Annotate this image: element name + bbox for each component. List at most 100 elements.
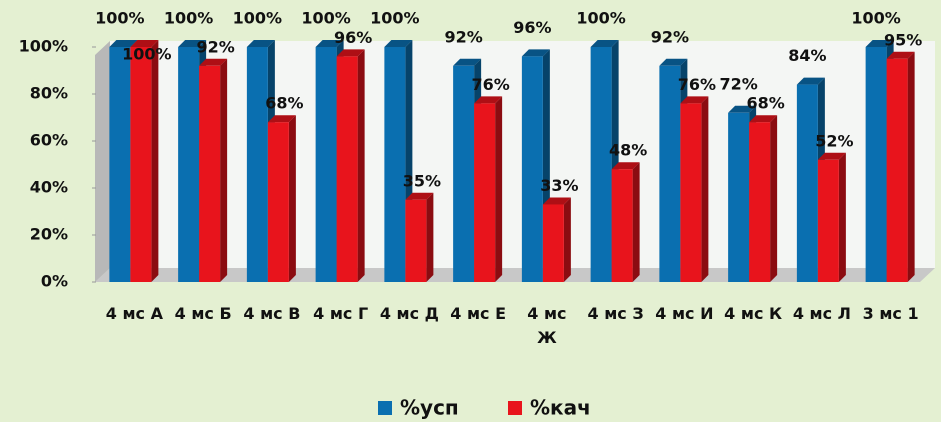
data-label: 96%	[513, 18, 551, 37]
bar-side	[220, 58, 228, 282]
side-wall	[95, 41, 110, 282]
bar	[865, 47, 887, 282]
bar-top	[886, 51, 915, 59]
x-tick-label: 4 мс А	[105, 304, 163, 323]
y-tick-label: 80%	[30, 84, 68, 103]
bar	[336, 56, 358, 283]
bar-side	[563, 197, 571, 282]
bar	[267, 122, 289, 282]
bar	[542, 204, 564, 282]
bar-side	[151, 40, 159, 282]
data-label: 33%	[540, 176, 578, 195]
data-label: 92%	[444, 27, 482, 46]
bar	[886, 58, 908, 282]
bar	[796, 84, 818, 282]
bar	[659, 65, 681, 282]
y-tick-label: 100%	[19, 37, 68, 56]
bar	[199, 65, 221, 282]
data-label: 95%	[884, 30, 922, 49]
bar-side	[838, 152, 846, 282]
bar-side	[495, 96, 503, 283]
bar-side	[426, 192, 434, 282]
y-tick-label: 60%	[30, 131, 68, 150]
bar-top	[521, 49, 550, 57]
bar-top	[109, 40, 138, 47]
y-tick-label: 0%	[41, 272, 68, 291]
x-tick-label: 4 мс И	[655, 304, 714, 323]
data-label: 72%	[719, 74, 757, 93]
x-tick-label: 4 мс Л	[792, 304, 851, 323]
data-label: 100%	[164, 9, 213, 28]
bar-side	[632, 162, 640, 282]
bar-top	[474, 96, 503, 104]
bar-top	[817, 152, 846, 160]
bar	[749, 122, 771, 282]
bar-top	[178, 40, 207, 47]
bar	[817, 159, 839, 282]
legend-swatch	[378, 401, 392, 415]
legend-label: %усп	[400, 396, 459, 420]
bar-top	[590, 40, 619, 47]
bar-side	[288, 115, 296, 282]
bar	[521, 56, 543, 283]
data-label: 84%	[788, 46, 826, 65]
bar-side	[907, 51, 915, 282]
y-tick-label: 20%	[30, 225, 68, 244]
bar	[590, 47, 612, 282]
x-tick-label: 4 мс З	[587, 304, 644, 323]
legend-label: %кач	[530, 396, 591, 420]
x-tick-label: 4 мс Д	[379, 304, 439, 323]
data-label: 100%	[851, 9, 900, 28]
bar-top	[130, 40, 159, 47]
bar-side	[770, 115, 778, 282]
bar-top	[315, 40, 344, 47]
bar-top	[796, 77, 825, 85]
bar	[130, 47, 152, 282]
bar	[109, 47, 131, 282]
x-tick-label: 4 мс В	[243, 304, 301, 323]
data-label: 100%	[576, 9, 625, 28]
bar-top	[267, 115, 296, 123]
bar	[246, 47, 268, 282]
data-label: 76%	[678, 75, 716, 94]
data-label: 100%	[233, 9, 282, 28]
x-tick-label: 3 мс 1	[862, 304, 919, 323]
legend-swatch	[508, 401, 522, 415]
x-tick-label: 4 мс Ж	[527, 304, 567, 347]
x-tick-label: 4 мс К	[724, 304, 783, 323]
data-label: 100%	[122, 45, 171, 64]
bar	[405, 199, 427, 282]
bar	[728, 112, 750, 282]
bar-top	[865, 40, 894, 47]
data-label: 68%	[746, 94, 784, 113]
data-label: 76%	[471, 75, 509, 94]
bar-top	[199, 58, 228, 66]
data-label: 52%	[815, 131, 853, 150]
bar-top	[728, 105, 757, 113]
y-tick-label: 40%	[30, 178, 68, 197]
bar-top	[336, 49, 365, 57]
data-label: 100%	[301, 9, 350, 28]
bar-top	[659, 58, 688, 66]
bar-top	[405, 192, 434, 200]
data-label: 48%	[609, 141, 647, 160]
bar-top	[542, 197, 571, 205]
bar-top	[680, 96, 709, 104]
bar	[474, 103, 496, 283]
x-tick-label: 4 мс Е	[450, 304, 506, 323]
data-label: 92%	[196, 37, 234, 56]
bar	[315, 47, 337, 282]
bar-side	[701, 96, 709, 283]
data-label: 68%	[265, 94, 303, 113]
bar	[384, 47, 406, 282]
bar	[611, 169, 633, 282]
x-tick-label: 4 мс Г	[313, 304, 369, 323]
bar-top	[453, 58, 482, 66]
bar	[680, 103, 702, 283]
bar-top	[611, 162, 640, 170]
floor	[95, 268, 935, 282]
data-label: 100%	[95, 9, 144, 28]
data-label: 96%	[334, 28, 372, 47]
